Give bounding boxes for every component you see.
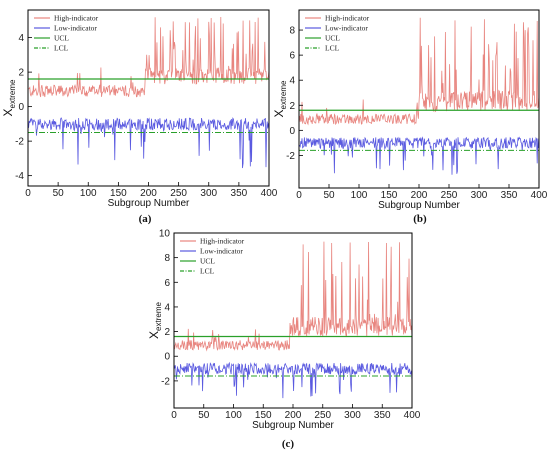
x-tick-label: 200	[411, 190, 428, 201]
chart-panel-2: 0 50 100 150 200 250 300 350 400 -2 0 2 4 6 8 Subgroup …	[272, 9, 548, 225]
panel-label: (c)	[282, 438, 295, 450]
series-low-indicator	[174, 361, 412, 399]
x-tick-label: 50	[198, 410, 210, 421]
x-tick-label: 300	[471, 190, 488, 201]
x-tick-label: 150	[110, 188, 127, 199]
x-tick-label: 100	[80, 188, 97, 199]
y-tick-label: 6	[164, 278, 170, 289]
legend-label: High-indicator	[325, 14, 370, 23]
x-tick-label: 350	[501, 190, 518, 201]
panel-label: (a)	[139, 213, 152, 225]
chart-panel-1: 0 50 100 150 200 250 300 350 400 -4 -2 0 2 4 Subgroup …	[1, 9, 278, 225]
legend-label: Low-indicator	[200, 247, 243, 256]
legend-label: High-indicator	[200, 237, 245, 246]
legend-label: UCL	[200, 257, 215, 266]
x-tick-label: 0	[25, 188, 31, 199]
x-tick-label: 200	[140, 188, 157, 199]
x-tick-label: 50	[323, 190, 335, 201]
y-tick-label: 0	[289, 126, 295, 137]
y-tick-label: 0	[18, 102, 24, 113]
x-tick-label: 400	[404, 410, 421, 421]
legend-label: Low-indicator	[325, 24, 368, 33]
y-tick-label: 8	[289, 26, 295, 37]
x-tick-label: 400	[261, 188, 278, 199]
x-tick-label: 100	[351, 190, 368, 201]
x-tick-label: 250	[314, 410, 331, 421]
x-tick-label: 350	[231, 188, 248, 199]
x-tick-label: 400	[531, 190, 548, 201]
series-low-indicator	[28, 117, 269, 169]
x-tick-label: 0	[171, 410, 177, 421]
y-tick-label: 0	[164, 352, 170, 363]
y-tick-label: -2	[15, 137, 24, 148]
panel-label: (b)	[413, 213, 427, 225]
y-tick-label: 6	[289, 51, 295, 62]
series-high-indicator	[28, 17, 269, 98]
y-tick-label: -4	[15, 171, 24, 182]
y-tick-label: 4	[164, 302, 170, 313]
y-tick-label: 4	[289, 76, 295, 87]
y-axis-label: Xextreme	[272, 80, 288, 117]
legend-label: LCL	[54, 44, 69, 53]
x-tick-label: 200	[285, 410, 302, 421]
x-tick-label: 50	[53, 188, 65, 199]
x-tick-label: 350	[374, 410, 391, 421]
x-tick-label: 250	[441, 190, 458, 201]
y-axis-label: Xextreme	[147, 301, 163, 338]
x-axis-label: Subgroup Number	[378, 200, 460, 211]
legend-label: High-indicator	[54, 14, 99, 23]
y-tick-label: 2	[289, 101, 295, 112]
legend-label: Low-indicator	[54, 24, 97, 33]
legend-label: UCL	[54, 34, 69, 43]
x-axis-label: Subgroup Number	[108, 198, 190, 209]
x-tick-label: 300	[200, 188, 217, 199]
y-tick-label: -2	[286, 151, 295, 162]
series-high-indicator	[299, 17, 539, 126]
y-tick-label: 8	[164, 253, 170, 264]
x-axis-label: Subgroup Number	[252, 420, 334, 431]
y-tick-label: 10	[159, 229, 171, 240]
y-axis-label: Xextreme	[1, 79, 17, 116]
legend-label: UCL	[325, 34, 340, 43]
x-tick-label: 150	[255, 410, 272, 421]
x-tick-label: 300	[344, 410, 361, 421]
series-high-indicator	[174, 241, 412, 352]
y-tick-label: 2	[164, 327, 170, 338]
x-tick-label: 100	[225, 410, 242, 421]
y-tick-label: 4	[18, 33, 24, 44]
series-low-indicator	[299, 136, 539, 175]
chart-panel-3: 0 50 100 150 200 250 300 350 400 -2 0 2 4 6 8 10 Subgrou…	[147, 229, 421, 451]
legend-label: LCL	[200, 267, 215, 276]
y-tick-label: -2	[161, 376, 170, 387]
x-tick-label: 0	[296, 190, 302, 201]
legend-label: LCL	[325, 44, 340, 53]
x-tick-label: 250	[170, 188, 187, 199]
x-tick-label: 150	[381, 190, 398, 201]
y-tick-label: 2	[18, 68, 24, 79]
